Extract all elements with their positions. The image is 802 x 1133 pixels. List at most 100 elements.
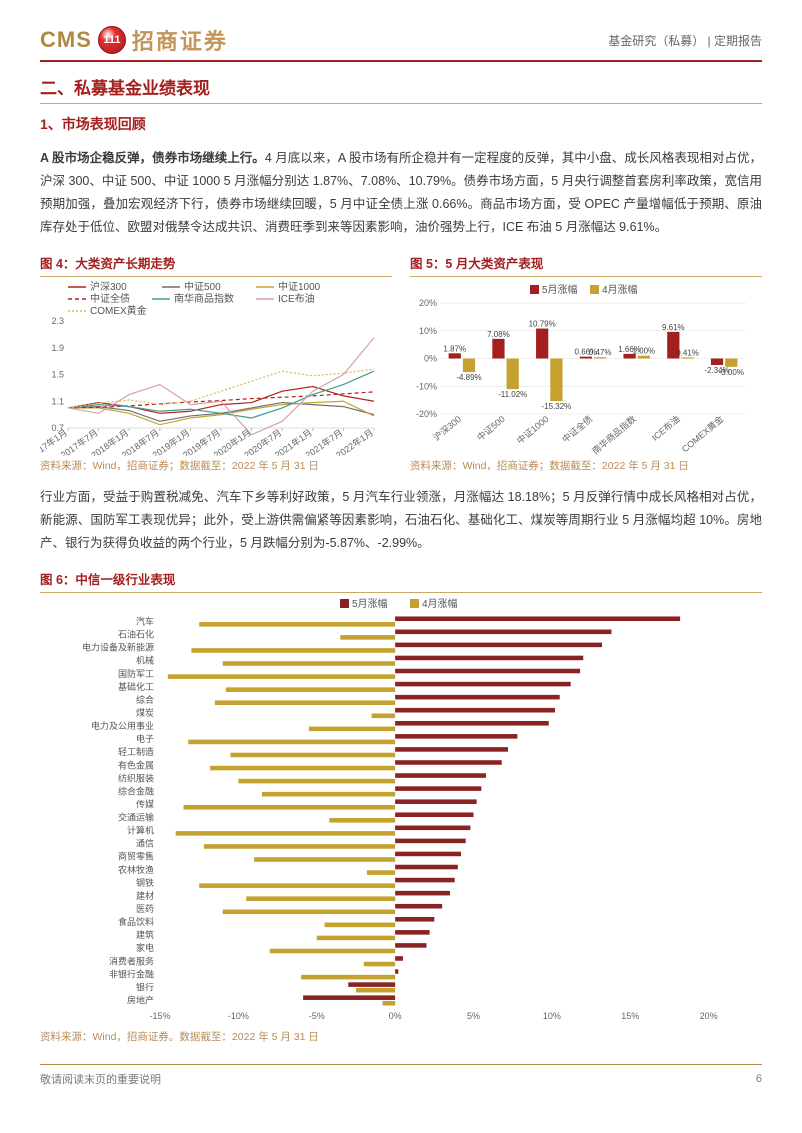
svg-text:建筑: 建筑 — [136, 929, 154, 940]
fig4-chart: 沪深300中证500中证1000中证全债南华商品指数ICE布油COMEX黄金0.… — [40, 281, 392, 456]
svg-text:电子: 电子 — [136, 733, 154, 744]
svg-text:-10%: -10% — [416, 381, 437, 391]
svg-text:农林牧渔: 农林牧渔 — [118, 864, 154, 875]
para-2: 行业方面，受益于购置税减免、汽车下乡等利好政策，5 月汽车行业领涨，月涨幅达 1… — [40, 486, 762, 555]
fig6-block: 图 6：中信一级行业表现 5月涨幅4月涨幅汽车石油石化电力设备及新能源机械国防军… — [40, 569, 762, 1044]
fig4-source: 资料来源：Wind，招商证券；数据截至：2022 年 5 月 31 日 — [40, 458, 392, 473]
svg-text:商贸零售: 商贸零售 — [118, 851, 154, 862]
svg-text:中证500: 中证500 — [474, 413, 506, 443]
svg-text:1.00%: 1.00% — [632, 347, 655, 356]
section-title: 二、私募基金业绩表现 — [40, 74, 762, 99]
svg-text:0.47%: 0.47% — [589, 348, 612, 357]
svg-text:钢铁: 钢铁 — [136, 877, 154, 888]
header-right-text: 基金研究（私募） | 定期报告 — [608, 32, 762, 49]
svg-text:家电: 家电 — [136, 942, 154, 953]
svg-text:4月涨幅: 4月涨幅 — [422, 597, 458, 610]
page: CMS 111 招商证券 基金研究（私募） | 定期报告 二、私募基金业绩表现 … — [0, 0, 802, 1060]
logo-cn-text: 招商证券 — [132, 24, 228, 56]
fig4-title: 图 4：大类资产长期走势 — [40, 253, 392, 272]
svg-text:银行: 银行 — [136, 981, 154, 992]
svg-text:综合: 综合 — [136, 694, 154, 705]
svg-text:5月涨幅: 5月涨幅 — [352, 597, 388, 610]
svg-text:电力及公用事业: 电力及公用事业 — [91, 720, 154, 731]
svg-text:中证1000: 中证1000 — [278, 281, 321, 293]
svg-text:煤炭: 煤炭 — [136, 707, 154, 718]
svg-text:4月涨幅: 4月涨幅 — [602, 283, 638, 296]
fig6-rule — [40, 592, 762, 593]
svg-text:1.87%: 1.87% — [443, 344, 466, 353]
svg-text:10%: 10% — [543, 1011, 561, 1021]
para-1-bold: A 股市场企稳反弹，债券市场继续上行。 — [40, 151, 265, 165]
fig4-svg: 沪深300中证500中证1000中证全债南华商品指数ICE布油COMEX黄金0.… — [40, 281, 380, 456]
svg-text:电力设备及新能源: 电力设备及新能源 — [82, 642, 154, 653]
fig5-chart: 5月涨幅4月涨幅-20%-10%0%10%20%1.87%-4.89%沪深300… — [410, 281, 762, 456]
svg-text:南华商品指数: 南华商品指数 — [590, 413, 638, 456]
logo-circle-icon: 111 — [98, 26, 126, 54]
header-rule — [40, 60, 762, 62]
svg-text:房地产: 房地产 — [127, 994, 154, 1005]
svg-text:-10%: -10% — [228, 1011, 249, 1021]
svg-text:10%: 10% — [419, 326, 437, 336]
svg-text:传媒: 传媒 — [136, 798, 154, 809]
logo-block: CMS 111 招商证券 — [40, 24, 228, 56]
fig4-rule — [40, 276, 392, 277]
svg-text:通信: 通信 — [136, 838, 154, 849]
svg-text:1.1: 1.1 — [51, 396, 64, 406]
logo-cms-text: CMS — [40, 27, 92, 53]
fig5-title: 图 5：5 月大类资产表现 — [410, 253, 762, 272]
svg-text:计算机: 计算机 — [127, 824, 154, 835]
svg-text:国防军工: 国防军工 — [118, 668, 154, 679]
svg-text:10.79%: 10.79% — [529, 320, 556, 329]
svg-text:非银行金融: 非银行金融 — [109, 968, 154, 979]
svg-text:1.9: 1.9 — [51, 343, 64, 353]
footer-page: 6 — [756, 1073, 762, 1085]
svg-text:沪深300: 沪深300 — [90, 281, 127, 293]
svg-text:交通运输: 交通运输 — [118, 811, 154, 822]
svg-text:20%: 20% — [700, 1011, 718, 1021]
subsection-title: 1、市场表现回顾 — [40, 114, 762, 134]
svg-text:南华商品指数: 南华商品指数 — [174, 292, 234, 305]
svg-text:汽车: 汽车 — [136, 615, 154, 626]
svg-text:建材: 建材 — [136, 890, 154, 901]
fig5-block: 图 5：5 月大类资产表现 5月涨幅 4月涨幅 -20% -10% 0% 10% 20% 1.… — [410, 253, 762, 473]
svg-text:石油石化: 石油石化 — [118, 628, 154, 639]
fig4-block: 图 4：大类资产长期走势 沪深300中证500中证1000中证全债南华商品指数I… — [40, 253, 392, 473]
svg-text:-4.89%: -4.89% — [456, 373, 481, 382]
svg-text:食品饮料: 食品饮料 — [118, 916, 154, 927]
svg-text:-20%: -20% — [416, 409, 437, 419]
svg-text:医药: 医药 — [136, 904, 154, 914]
svg-text:-5%: -5% — [309, 1011, 325, 1021]
svg-text:-15.32%: -15.32% — [542, 402, 572, 411]
svg-text:15%: 15% — [621, 1011, 639, 1021]
svg-text:5%: 5% — [467, 1011, 480, 1021]
svg-text:1.5: 1.5 — [51, 370, 64, 380]
svg-text:中证全债: 中证全债 — [90, 292, 130, 305]
svg-text:COMEX黄金: COMEX黄金 — [679, 413, 725, 454]
svg-text:消费者服务: 消费者服务 — [109, 955, 154, 966]
footer-left: 敬请阅读末页的重要说明 — [40, 1071, 161, 1087]
header-row: CMS 111 招商证券 基金研究（私募） | 定期报告 — [40, 24, 762, 56]
svg-text:中证1000: 中证1000 — [514, 413, 550, 446]
footer-row: 敬请阅读末页的重要说明 6 — [0, 1065, 802, 1097]
svg-text:有色金属: 有色金属 — [118, 759, 154, 770]
svg-text:中证500: 中证500 — [184, 281, 221, 293]
svg-text:COMEX黄金: COMEX黄金 — [90, 304, 147, 317]
fig5-rule — [410, 276, 762, 277]
fig-row-4-5: 图 4：大类资产长期走势 沪深300中证500中证1000中证全债南华商品指数I… — [40, 253, 762, 473]
fig6-source: 资料来源：Wind，招商证券。数据截至：2022 年 5 月 31 日 — [40, 1029, 762, 1044]
fig5-source: 资料来源：Wind，招商证券；数据截至：2022 年 5 月 31 日 — [410, 458, 762, 473]
svg-text:中证全债: 中证全债 — [560, 413, 595, 445]
svg-text:基础化工: 基础化工 — [118, 681, 154, 692]
fig6-svg: 5月涨幅4月涨幅汽车石油石化电力设备及新能源机械国防军工基础化工综合煤炭电力及公… — [40, 597, 760, 1027]
svg-text:0.41%: 0.41% — [676, 348, 699, 357]
svg-text:轻工制造: 轻工制造 — [118, 746, 154, 757]
svg-text:20%: 20% — [419, 298, 437, 308]
svg-text:9.61%: 9.61% — [662, 323, 685, 332]
svg-text:5月涨幅: 5月涨幅 — [542, 283, 578, 296]
section-rule — [40, 103, 762, 104]
svg-text:7.08%: 7.08% — [487, 330, 510, 339]
svg-text:-11.02%: -11.02% — [498, 390, 527, 399]
svg-text:0%: 0% — [424, 354, 437, 364]
svg-text:0%: 0% — [389, 1011, 402, 1021]
fig5-svg: 5月涨幅4月涨幅-20%-10%0%10%20%1.87%-4.89%沪深300… — [410, 281, 750, 456]
